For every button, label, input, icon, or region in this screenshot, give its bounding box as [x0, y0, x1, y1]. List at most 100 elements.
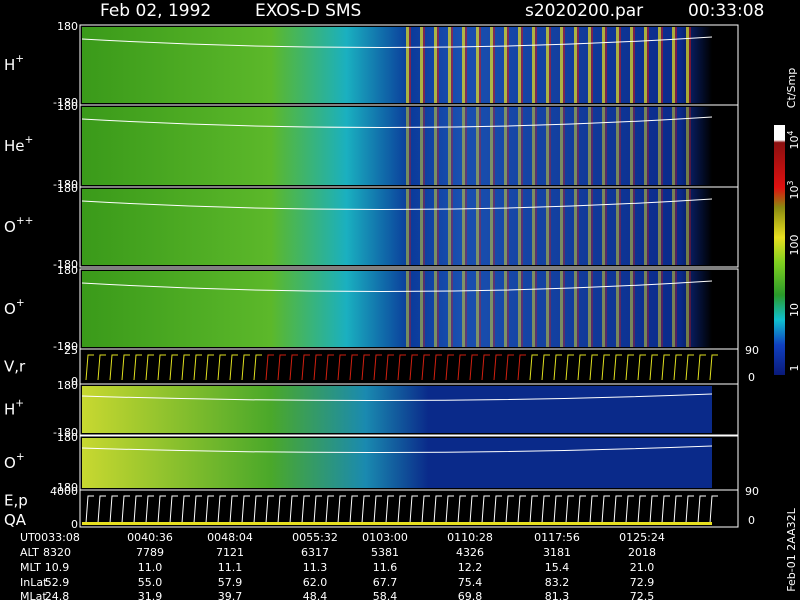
sawtooth	[457, 495, 466, 524]
sawtooth	[661, 354, 670, 381]
sawtooth	[181, 495, 190, 524]
cell: 8320	[43, 546, 71, 559]
sawtooth	[409, 495, 418, 524]
spectrogram-stripes	[400, 107, 700, 185]
sawtooth	[457, 354, 466, 381]
cell: 48.4	[303, 590, 328, 600]
sawtooth	[409, 354, 418, 381]
sawtooth	[301, 354, 310, 381]
sawtooth	[529, 495, 538, 524]
header-instrument: EXOS-D SMS	[255, 1, 361, 21]
sawtooth	[517, 354, 526, 381]
label-text: 1	[788, 365, 800, 372]
colorbar	[774, 125, 785, 375]
sawtooth	[685, 354, 694, 381]
sawtooth	[589, 495, 598, 524]
sawtooth	[193, 495, 202, 524]
header-time: 00:33:08	[688, 1, 764, 21]
sawtooth	[601, 354, 610, 381]
y2-tick-label: 0	[748, 371, 755, 384]
side-note: Feb-01 2AA32L	[785, 507, 798, 591]
colorbar-label: 103	[786, 180, 800, 199]
panel-frame	[79, 489, 739, 528]
pitch-curve	[81, 198, 713, 211]
cell: 55.0	[138, 576, 163, 589]
sawtooth	[133, 354, 142, 381]
panel-frame	[79, 383, 739, 436]
sawtooth	[625, 495, 634, 524]
cell: 21.0	[630, 561, 655, 574]
sawtooth	[397, 495, 406, 524]
panel-label: He+	[4, 134, 33, 155]
header-date: Feb 02, 1992	[100, 1, 211, 21]
sawtooth	[673, 354, 682, 381]
label-text: V,r	[4, 357, 26, 375]
panel-label: O++	[4, 215, 33, 236]
sawtooth	[205, 354, 214, 381]
spectrogram	[82, 386, 712, 433]
cell: 6317	[301, 546, 329, 559]
cell: 57.9	[218, 576, 243, 589]
sawtooth	[289, 354, 298, 381]
cell: 81.3	[545, 590, 570, 600]
label-text: O	[4, 300, 16, 318]
pitch-curve	[81, 280, 713, 293]
sawtooth	[157, 354, 166, 381]
sawtooth	[613, 495, 622, 524]
y-tick-label: 0	[71, 518, 78, 531]
sawtooth	[661, 495, 670, 524]
y-tick-label: 180	[57, 264, 78, 277]
cell: 11.1	[218, 561, 243, 574]
sawtooth	[349, 495, 358, 524]
sawtooth	[481, 354, 490, 381]
sawtooth	[121, 354, 130, 381]
sawtooth	[493, 495, 502, 524]
sawtooth	[565, 495, 574, 524]
y-tick-label: 180	[57, 100, 78, 113]
sawtooth	[613, 354, 622, 381]
pitch-curve	[81, 36, 713, 49]
panel-label: H+	[4, 398, 24, 419]
spectrogram	[82, 438, 712, 488]
sawtooth	[625, 354, 634, 381]
cell: 39.7	[218, 590, 243, 600]
cell: 24.8	[45, 590, 70, 600]
y-tick-label: -180	[53, 426, 78, 439]
row-label: ALT	[20, 546, 39, 559]
sawtooth	[181, 354, 190, 381]
sawtooth	[577, 354, 586, 381]
sawtooth	[505, 354, 514, 381]
sawtooth	[277, 354, 286, 381]
cell: 72.9	[630, 576, 655, 589]
sawtooth	[313, 495, 322, 524]
sawtooth	[541, 495, 550, 524]
sawtooth	[385, 354, 394, 381]
cell: 7121	[216, 546, 244, 559]
sawtooth	[469, 495, 478, 524]
sawtooth	[253, 354, 262, 381]
label-text: 100	[788, 235, 800, 256]
y2-tick-label: 0	[748, 514, 755, 527]
y-tick-label: 25	[64, 344, 78, 357]
sawtooth	[637, 495, 646, 524]
sawtooth	[445, 495, 454, 524]
sawtooth	[85, 495, 94, 524]
cell: 58.4	[373, 590, 398, 600]
sawtooth	[361, 495, 370, 524]
sawtooth	[85, 354, 94, 381]
cell: 0117:56	[534, 531, 580, 544]
cell: 4326	[456, 546, 484, 559]
label-text: H	[4, 400, 15, 418]
colorbar-title: Ct/Smp	[785, 68, 798, 108]
label-text: O	[4, 218, 16, 236]
sawtooth	[709, 354, 718, 381]
cell: 31.9	[138, 590, 163, 600]
sawtooth	[541, 354, 550, 381]
sawtooth	[697, 495, 706, 524]
pitch-curve	[81, 445, 713, 454]
sawtooth	[265, 354, 274, 381]
y-tick-label: 180	[57, 379, 78, 392]
sawtooth	[169, 495, 178, 524]
spectrogram-stripes	[400, 189, 700, 265]
